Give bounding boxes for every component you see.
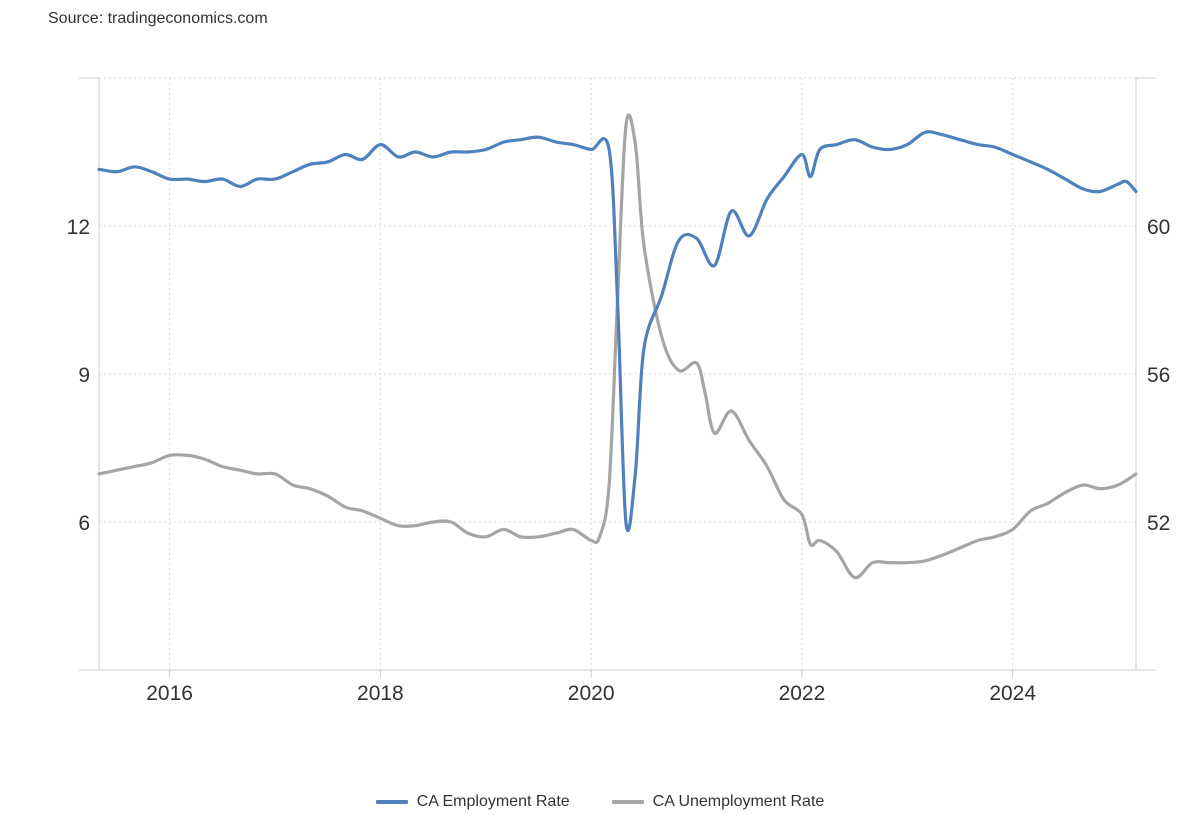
x-tick-label: 2018 — [357, 682, 404, 705]
x-tick-label: 2024 — [989, 682, 1036, 705]
tick-labels: 6 52 9 56 12 60 2016 2018 2020 2022 2024 — [67, 216, 1171, 705]
right-tick-label: 56 — [1147, 364, 1170, 387]
series-line-unemployment — [97, 113, 1138, 580]
legend-item-employment[interactable]: CA Employment Rate — [375, 793, 570, 811]
axes — [79, 77, 1156, 678]
left-tick-label: 9 — [78, 364, 90, 387]
legend-swatch-unemployment — [611, 800, 644, 804]
x-tick-label: 2022 — [779, 682, 826, 705]
left-tick-label: 12 — [67, 216, 90, 239]
legend-swatch-employment — [375, 800, 408, 804]
legend-label-unemployment: CA Unemployment Rate — [652, 793, 825, 810]
right-tick-label: 52 — [1147, 512, 1170, 535]
right-tick-label: 60 — [1147, 216, 1170, 239]
series-line-employment — [97, 130, 1138, 533]
legend-label-employment: CA Employment Rate — [416, 793, 570, 810]
legend-item-unemployment[interactable]: CA Unemployment Rate — [611, 793, 825, 811]
left-tick-label: 6 — [78, 512, 90, 535]
legend: CA Employment Rate CA Unemployment Rate — [0, 793, 1200, 811]
series-lines — [97, 113, 1138, 580]
x-tick-label: 2020 — [568, 682, 615, 705]
source-label: Source: tradingeconomics.com — [48, 10, 268, 27]
x-tick-label: 2016 — [146, 682, 193, 705]
grid-lines — [99, 77, 1136, 670]
